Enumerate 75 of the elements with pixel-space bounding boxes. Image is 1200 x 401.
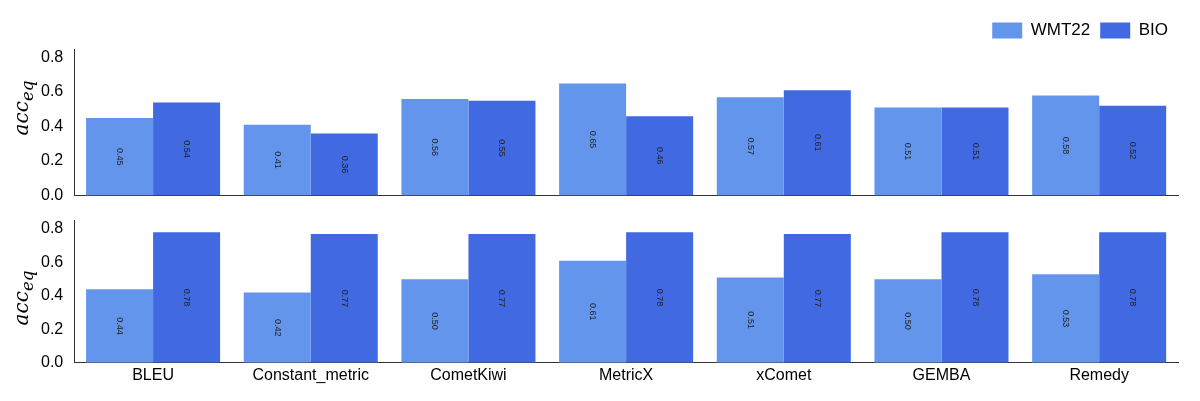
bar	[559, 260, 627, 363]
data-label: 0.50	[903, 312, 914, 330]
data-label: 0.57	[745, 137, 756, 156]
bar	[1032, 274, 1100, 363]
bar	[153, 232, 221, 363]
bar	[468, 233, 536, 363]
x-tick-label: MetricX	[599, 365, 654, 383]
bar	[716, 277, 784, 363]
bar	[243, 124, 311, 196]
data-label: 0.78	[1128, 288, 1139, 307]
legend-label: WMT22	[1030, 20, 1091, 40]
bar	[310, 133, 378, 196]
legend-label: BIO	[1138, 20, 1169, 40]
data-label: 0.51	[903, 142, 914, 161]
data-label: 0.41	[272, 151, 283, 169]
x-tick-label: BLEU	[132, 365, 174, 383]
data-label: 0.78	[655, 288, 666, 307]
bar	[874, 107, 942, 196]
y-tick-label: 0.4	[40, 116, 64, 134]
data-label: 0.77	[339, 289, 350, 308]
data-label: 0.52	[1128, 141, 1139, 160]
data-label: 0.45	[115, 147, 126, 166]
y-tick-label: 0.8	[40, 48, 64, 66]
data-label: 0.46	[655, 147, 666, 165]
data-label: 0.42	[272, 318, 283, 337]
data-label: 0.54	[182, 140, 193, 158]
bar	[243, 292, 311, 363]
data-label: 0.44	[115, 317, 126, 335]
y-tick-label: 0.2	[40, 151, 64, 169]
bar	[1032, 95, 1100, 196]
data-label: 0.50	[430, 312, 441, 330]
bar	[86, 289, 154, 363]
data-label: 0.65	[588, 130, 599, 149]
bar	[626, 116, 694, 196]
bar	[783, 90, 851, 196]
x-tick-label: Constant_metric	[252, 365, 370, 384]
x-tick-label: Remedy	[1069, 365, 1129, 383]
y-tick-label: 0.6	[40, 252, 64, 270]
y-tick-label: 0.0	[40, 353, 64, 371]
bar	[783, 233, 851, 363]
bar	[1099, 105, 1167, 196]
data-label: 0.36	[339, 155, 350, 174]
bar	[1099, 232, 1167, 363]
bar	[941, 107, 1009, 196]
bar	[310, 233, 378, 363]
bar	[874, 279, 942, 363]
bar	[559, 83, 627, 196]
data-label: 0.53	[1061, 309, 1072, 328]
y-tick-label: 0.2	[40, 319, 64, 337]
data-label: 0.78	[182, 288, 193, 307]
bar	[401, 279, 469, 363]
bar	[941, 232, 1009, 363]
data-label: 0.51	[970, 142, 981, 161]
data-label: 0.55	[497, 139, 508, 157]
data-label: 0.77	[812, 289, 823, 308]
bar	[86, 117, 154, 196]
data-label: 0.56	[430, 138, 441, 156]
y-tick-label: 0.8	[40, 219, 64, 237]
y-tick-label: 0.4	[40, 286, 64, 304]
bar	[401, 98, 469, 196]
data-label: 0.61	[588, 303, 599, 321]
bar	[468, 100, 536, 196]
bar	[626, 232, 694, 363]
data-label: 0.78	[970, 288, 981, 307]
data-label: 0.77	[497, 289, 508, 308]
bar	[153, 102, 221, 196]
bar	[716, 97, 784, 196]
data-label: 0.61	[812, 134, 823, 152]
x-tick-label: GEMBA	[912, 365, 971, 383]
y-tick-label: 0.6	[40, 82, 64, 100]
y-tick-label: 0.0	[40, 185, 64, 203]
data-label: 0.51	[745, 311, 756, 329]
data-label: 0.58	[1061, 136, 1072, 155]
x-tick-label: CometKiwi	[430, 365, 507, 383]
x-tick-label: xComet	[756, 365, 812, 383]
